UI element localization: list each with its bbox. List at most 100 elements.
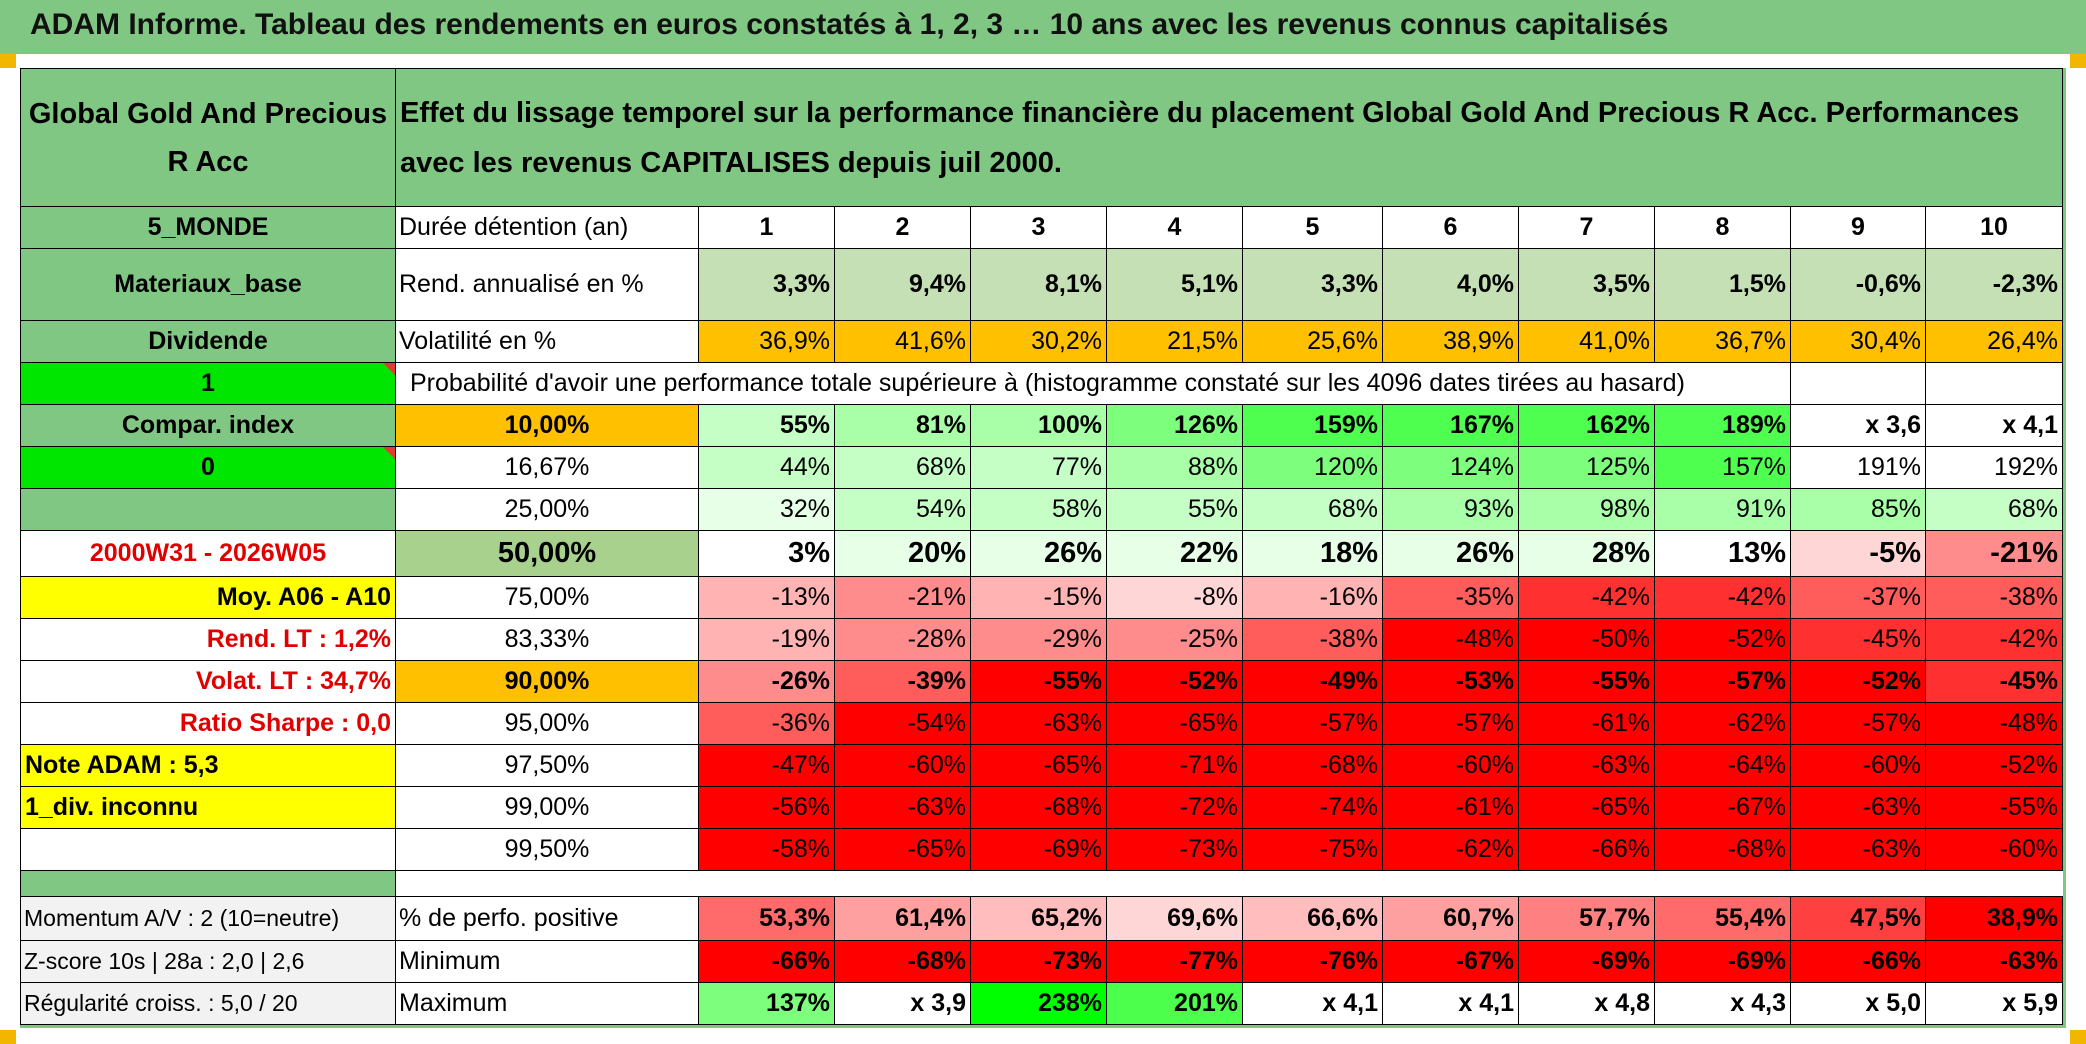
probability-value: -68%: [970, 786, 1107, 829]
maximum-value: 238%: [970, 982, 1107, 1025]
year-header: 4: [1106, 206, 1243, 249]
positive-pct: 65,2%: [970, 896, 1107, 941]
probability-value: 125%: [1518, 446, 1655, 489]
probability-value: -15%: [970, 576, 1107, 619]
probability-value: 44%: [698, 446, 835, 489]
zone-label: 5_MONDE: [20, 206, 396, 249]
probability-value: -21%: [834, 576, 971, 619]
volatility-label: Volatilité en %: [395, 320, 699, 363]
probability-value: 58%: [970, 488, 1107, 531]
probability-row: Rend. LT : 1,2% 83,33% -19% -28% -29% -25% -38…: [20, 618, 2063, 661]
probability-value: -49%: [1242, 660, 1383, 703]
probability-value: -19%: [698, 618, 835, 661]
probability-value: -42%: [1925, 618, 2063, 661]
probability-value: -67%: [1654, 786, 1791, 829]
minimum-value: -63%: [1925, 940, 2063, 983]
probability-value: 157%: [1654, 446, 1791, 489]
performance-table: Global Gold And Precious R Acc Effet du l…: [20, 68, 2063, 1025]
probability-value: -45%: [1925, 660, 2063, 703]
threshold-value: 10,00%: [395, 404, 699, 447]
probability-caption: Probabilité d'avoir une performance tota…: [395, 362, 1791, 405]
volatility-row: Dividende Volatilité en % 36,9% 41,6% 30,2% 2…: [20, 320, 2063, 363]
probability-value: -16%: [1242, 576, 1383, 619]
sharpe-ratio: Ratio Sharpe : 0,0: [20, 702, 396, 745]
probability-row: 0 16,67% 44% 68% 77% 88% 120% 124% 125% 157% 191% 1…: [20, 446, 2063, 489]
probability-value: -66%: [1518, 828, 1655, 871]
probability-value: 55%: [698, 404, 835, 447]
threshold-value: 95,00%: [395, 702, 699, 745]
probability-value: -60%: [1925, 828, 2063, 871]
probability-value: 124%: [1382, 446, 1519, 489]
probability-value: -75%: [1242, 828, 1383, 871]
volatility-value: 41,6%: [834, 320, 971, 363]
probability-value: -54%: [834, 702, 971, 745]
probability-value: -45%: [1790, 618, 1926, 661]
flag-cell: 1: [20, 362, 396, 405]
probability-value: -63%: [970, 702, 1107, 745]
probability-value: -65%: [970, 744, 1107, 787]
probability-value: 162%: [1518, 404, 1655, 447]
probability-value: -63%: [1518, 744, 1655, 787]
annual-return: 8,1%: [970, 248, 1107, 321]
probability-value: -62%: [1382, 828, 1519, 871]
volatility-value: 30,4%: [1790, 320, 1926, 363]
volatility-value: 25,6%: [1242, 320, 1383, 363]
probability-value: -42%: [1654, 576, 1791, 619]
probability-value: 68%: [834, 446, 971, 489]
frame-corner-marker: [2070, 1030, 2086, 1044]
probability-value: 68%: [1242, 488, 1383, 531]
probability-row: 2000W31 - 2026W05 50,00% 3% 20% 26% 22% 18% 26%…: [20, 530, 2063, 577]
year-header: 10: [1925, 206, 2063, 249]
probability-value: -8%: [1106, 576, 1243, 619]
probability-value: x 4,1: [1925, 404, 2063, 447]
probability-value: 88%: [1106, 446, 1243, 489]
probability-value: -50%: [1518, 618, 1655, 661]
year-header: 6: [1382, 206, 1519, 249]
annual-return: 4,0%: [1382, 248, 1519, 321]
probability-row: Volat. LT : 34,7% 90,00% -26% -39% -55% -52% -…: [20, 660, 2063, 703]
probability-value: 54%: [834, 488, 971, 531]
probability-value: -65%: [1518, 786, 1655, 829]
probability-value: 22%: [1106, 530, 1243, 577]
threshold-value: 50,00%: [395, 530, 699, 577]
threshold-value: 97,50%: [395, 744, 699, 787]
probability-value: 192%: [1925, 446, 2063, 489]
frame-corner-marker: [0, 54, 16, 68]
maximum-value: x 5,0: [1790, 982, 1926, 1025]
probability-value: -63%: [1790, 786, 1926, 829]
minimum-value: -69%: [1654, 940, 1791, 983]
probability-value: 100%: [970, 404, 1107, 447]
probability-value: -55%: [1925, 786, 2063, 829]
probability-value: -13%: [698, 576, 835, 619]
probability-value: 13%: [1654, 530, 1791, 577]
annual-return: 9,4%: [834, 248, 971, 321]
year-header: 9: [1790, 206, 1926, 249]
probability-value: -58%: [698, 828, 835, 871]
probability-value: -68%: [1242, 744, 1383, 787]
probability-value: -56%: [698, 786, 835, 829]
positive-pct: 53,3%: [698, 896, 835, 941]
minimum-row: Z-score 10s | 28a : 2,0 | 2,6 Minimum -66%…: [20, 940, 2063, 983]
year-header: 2: [834, 206, 971, 249]
minimum-value: -66%: [698, 940, 835, 983]
probability-value: -65%: [834, 828, 971, 871]
probability-value: 26%: [970, 530, 1107, 577]
probability-value: -72%: [1106, 786, 1243, 829]
probability-value: -5%: [1790, 530, 1926, 577]
probability-value: -52%: [1790, 660, 1926, 703]
probability-caption-row: 1 Probabilité d'avoir une performance tot…: [20, 362, 2063, 405]
long-term-volatility: Volat. LT : 34,7%: [20, 660, 396, 703]
probability-row: 25,00% 32% 54% 58% 55% 68% 93% 98% 91% 85% 68%: [20, 488, 2063, 531]
maximum-value: 137%: [698, 982, 835, 1025]
threshold-value: 90,00%: [395, 660, 699, 703]
probability-value: 68%: [1925, 488, 2063, 531]
probability-value: -42%: [1518, 576, 1655, 619]
spacer-cell: [20, 870, 396, 897]
probability-value: 126%: [1106, 404, 1243, 447]
flag-cell: 0: [20, 446, 396, 489]
maximum-row: Régularité croiss. : 5,0 / 20 Maximum 137%…: [20, 982, 2063, 1025]
positive-pct: 55,4%: [1654, 896, 1791, 941]
threshold-value: 75,00%: [395, 576, 699, 619]
probability-value: -63%: [1790, 828, 1926, 871]
probability-value: -55%: [970, 660, 1107, 703]
